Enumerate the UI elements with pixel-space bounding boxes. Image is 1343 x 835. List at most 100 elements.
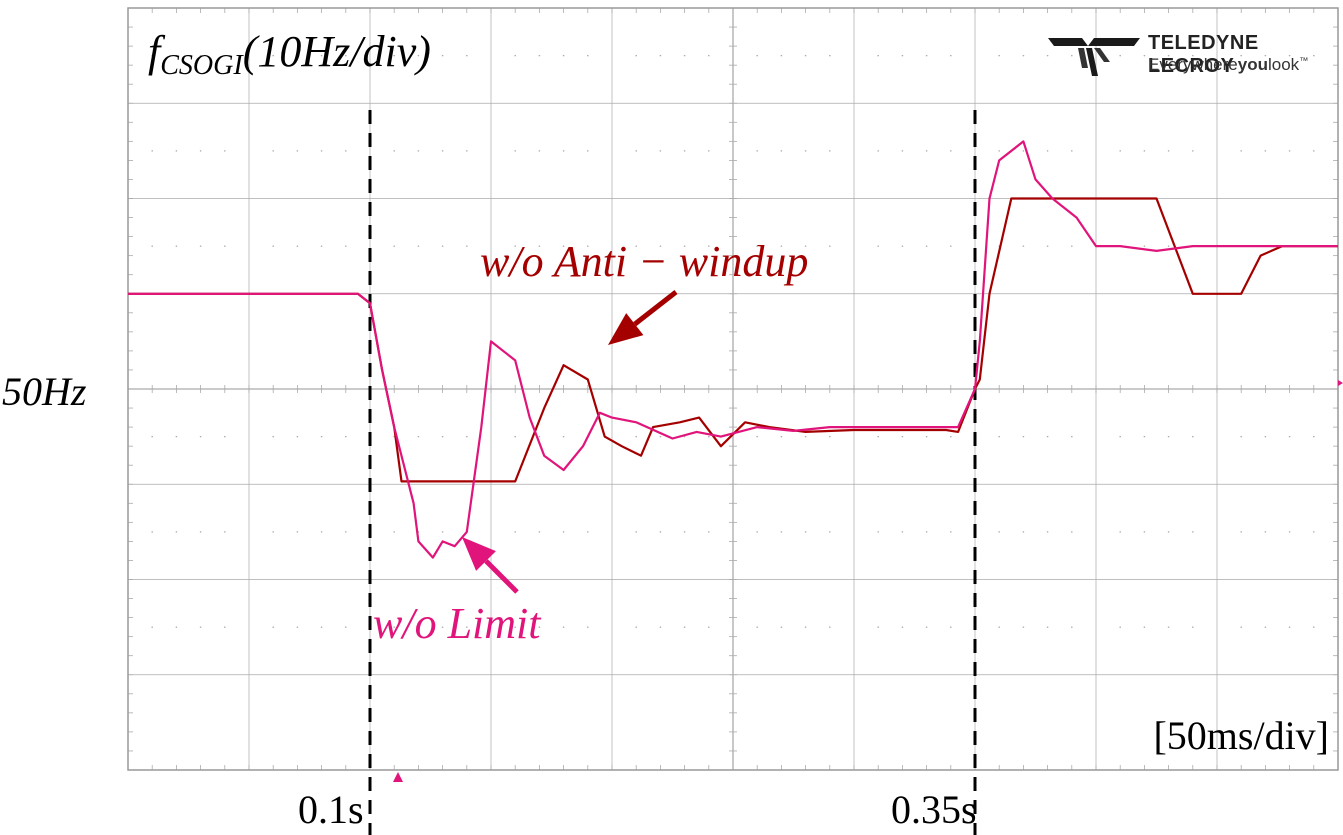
grid-dot [1071, 54, 1073, 57]
grid-dot [1167, 626, 1170, 628]
grid-dot [804, 531, 807, 533]
grid-dot [683, 626, 686, 628]
grid-dot [441, 531, 444, 533]
grid-dot [829, 245, 831, 247]
grid-dot [901, 626, 904, 628]
grid-dot [224, 150, 226, 152]
grid-dot [998, 435, 1000, 438]
grid-dot [1119, 626, 1121, 628]
grid-dot [320, 435, 323, 438]
grid-dot [514, 54, 516, 57]
y-reference-label: 50Hz [2, 369, 87, 414]
grid-dot [1288, 54, 1291, 57]
grid-dot [345, 54, 347, 57]
grid-dot [1313, 150, 1315, 152]
grid-dot [538, 245, 541, 247]
grid-dot [417, 150, 420, 152]
grid-dot [538, 435, 541, 438]
grid-dot [1240, 626, 1242, 628]
grid-dot [925, 150, 928, 152]
grid-dot [587, 150, 589, 152]
grid-dot [925, 435, 928, 438]
grid-dot [877, 245, 879, 247]
grid-dot [393, 54, 396, 57]
grid-dot [683, 150, 686, 152]
grid-dot [562, 435, 565, 438]
grid-dot [1167, 245, 1170, 247]
grid-dot [1167, 54, 1170, 57]
grid-dot [1022, 435, 1025, 438]
grid-dot [901, 531, 904, 533]
grid-dot [1288, 150, 1291, 152]
grid-dot [562, 626, 565, 628]
grid-dot [1264, 150, 1267, 152]
grid-dot [1192, 150, 1194, 152]
grid-dot [635, 245, 637, 247]
grid-dot [345, 626, 347, 628]
grid-dot [538, 531, 541, 533]
grid-dot [635, 435, 637, 438]
grid-dot [272, 531, 275, 533]
grid-dot [829, 531, 831, 533]
grid-dot [151, 626, 153, 628]
grid-dot [562, 245, 565, 247]
grid [127, 7, 1339, 771]
grid-dot [587, 54, 589, 57]
grid-dot [780, 626, 783, 628]
grid-dot [272, 435, 275, 438]
grid-dot [780, 531, 783, 533]
grid-dot [780, 150, 783, 152]
grid-dot [345, 531, 347, 533]
right-edge-marker [1338, 380, 1343, 386]
grid-dot [466, 435, 468, 438]
grid-dot [708, 54, 710, 57]
grid-dot [708, 245, 710, 247]
grid-dot [1022, 531, 1025, 533]
grid-dot [756, 245, 758, 247]
grid-dot [320, 245, 323, 247]
grid-dot [514, 150, 516, 152]
grid-dot [683, 531, 686, 533]
grid-dot [659, 626, 662, 628]
grid-dot [1046, 54, 1049, 57]
grid-dot [224, 435, 226, 438]
grid-dot [1313, 435, 1315, 438]
grid-dot [1313, 626, 1315, 628]
grid-dot [1071, 150, 1073, 152]
grid-dot [1167, 435, 1170, 438]
grid-dot [296, 531, 299, 533]
logo-name: TELEDYNE LECROY [1148, 32, 1259, 77]
grid-dot [877, 54, 879, 57]
grid-dot [998, 150, 1000, 152]
chart-title: fCSOGI(10Hz/div) [148, 27, 431, 81]
grid-dot [272, 245, 275, 247]
grid-dot [175, 54, 178, 57]
grid-dot [804, 150, 807, 152]
grid-dot [199, 626, 202, 628]
grid-dot [1119, 150, 1121, 152]
grid-dot [151, 245, 153, 247]
annotation-anti-windup: w/o Anti − windup [480, 237, 809, 286]
plot-frame [127, 7, 1339, 771]
grid-dot [901, 54, 904, 57]
grid-dot [877, 626, 879, 628]
grid-dot [1022, 150, 1025, 152]
grid-dot [708, 531, 710, 533]
grid-dot [708, 150, 710, 152]
grid-dot [1192, 54, 1194, 57]
grid-dot [780, 245, 783, 247]
logo-tagline: Everywhereyoulook™ [1148, 55, 1309, 74]
grid-dot [320, 150, 323, 152]
grid-dot [272, 626, 275, 628]
grid-dot [1264, 54, 1267, 57]
grid-dot [1264, 626, 1267, 628]
grid-dot [1313, 54, 1315, 57]
arrow-no-limit [462, 537, 519, 594]
grid-dot [441, 626, 444, 628]
grid-dot [1046, 245, 1049, 247]
grid-dot [345, 245, 347, 247]
grid-dot [417, 54, 420, 57]
grid-dot [1167, 531, 1170, 533]
grid-dot [296, 54, 299, 57]
